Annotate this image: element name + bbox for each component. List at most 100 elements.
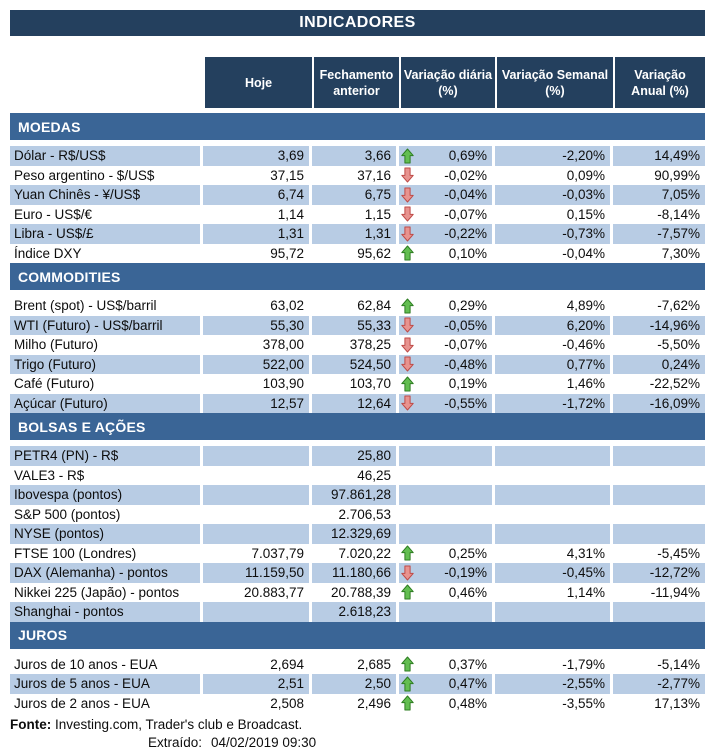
- section-header-juros: JUROS: [10, 621, 705, 649]
- cell-indicator-label: Euro - US$/€: [10, 204, 203, 224]
- up-arrow-icon: [401, 245, 414, 261]
- cell-variacao-semanal: [495, 485, 613, 505]
- section-header-commodities: COMMODITIES: [10, 263, 705, 290]
- cell-variacao-semanal: -0,73%: [495, 224, 613, 244]
- table-row: Ibovespa (pontos) 97.861,28: [10, 485, 705, 505]
- up-arrow-icon: [401, 148, 414, 164]
- cell-variacao-semanal: 4,31%: [495, 543, 613, 563]
- cell-indicator-label: Brent (spot) - US$/barril: [10, 296, 203, 316]
- table-row: Shanghai - pontos 2.618,23: [10, 602, 705, 622]
- section-moedas: MOEDAS Dólar - R$/US$ 3,69 3,66 0,69% -2,20% 1…: [10, 113, 705, 263]
- cell-variacao-diaria: -0,22%: [399, 224, 495, 244]
- cell-variacao-semanal: -1,79%: [495, 654, 613, 674]
- table-row: Euro - US$/€ 1,14 1,15 -0,07% 0,15% -8,14%: [10, 204, 705, 224]
- cell-indicator-label: Yuan Chinês - ¥/US$: [10, 185, 203, 205]
- cell-hoje: 2,694: [203, 654, 312, 674]
- cell-variacao-semanal: [495, 524, 613, 544]
- cell-fechamento-anterior: 25,80: [312, 446, 399, 466]
- variacao-diaria-value: -0,55%: [444, 395, 487, 411]
- cell-variacao-anual: -14,96%: [613, 315, 705, 335]
- cell-variacao-diaria: -0,48%: [399, 354, 495, 374]
- cell-indicator-label: PETR4 (PN) - R$: [10, 446, 203, 466]
- cell-variacao-anual: -5,45%: [657, 545, 700, 561]
- cell-variacao-anual: [613, 602, 705, 622]
- up-arrow-icon: [401, 584, 414, 600]
- cell-variacao-semanal: -3,55%: [495, 693, 613, 713]
- down-arrow-icon: [401, 337, 414, 353]
- column-header-label: Fechamento: [319, 67, 394, 82]
- column-header-label: Hoje: [244, 75, 273, 90]
- cell-indicator-label: VALE3 - R$: [10, 465, 203, 485]
- column-header-label: (%): [438, 83, 458, 98]
- cell-hoje: 7.037,79: [203, 543, 312, 563]
- cell-hoje: [203, 524, 312, 544]
- cell-indicator-label: Dólar - R$/US$: [10, 146, 203, 166]
- table-row: WTI (Futuro) - US$/barril 55,30 55,33 -0,05…: [10, 315, 705, 335]
- variacao-diaria-value: -0,02%: [444, 167, 487, 183]
- extraction-label: Extraído:: [148, 735, 203, 750]
- cell-fechamento-anterior: 6,75: [312, 185, 399, 205]
- cell-variacao-anual: -2,77%: [613, 674, 705, 694]
- down-arrow-icon: [401, 356, 414, 372]
- cell-fechamento-anterior: 55,33: [312, 315, 399, 335]
- cell-variacao-diaria: [399, 485, 495, 505]
- table-row: Juros de 10 anos - EUA 2,694 2,685 0,37% -1,…: [10, 654, 705, 674]
- cell-fechamento-anterior: 1,15: [312, 204, 399, 224]
- variacao-diaria-value: 0,47%: [448, 676, 487, 692]
- column-header-label: Variação: [634, 67, 686, 82]
- cell-variacao-semanal: -0,04%: [495, 243, 613, 263]
- cell-variacao-diaria: [399, 504, 495, 524]
- report-title-bar: INDICADORES: [10, 10, 705, 36]
- cell-variacao-semanal: [495, 465, 613, 485]
- variacao-diaria-value: -0,48%: [444, 356, 487, 372]
- cell-variacao-anual: [613, 466, 705, 486]
- cell-hoje: 522,00: [203, 354, 312, 374]
- cell-variacao-diaria: -0,04%: [399, 185, 495, 205]
- cell-indicator-label: Milho (Futuro): [10, 335, 203, 355]
- section-bolsas-e-acoes: BOLSAS E AÇÕES PETR4 (PN) - R$ 25,80 VALE3 …: [10, 413, 705, 622]
- page-title: INDICADORES: [299, 14, 416, 31]
- table-row: DAX (Alemanha) - pontos 11.159,50 11.180,6…: [10, 563, 705, 583]
- section-title: JUROS: [18, 627, 68, 643]
- cell-fechamento-anterior: 2,496: [312, 693, 399, 713]
- cell-fechamento-anterior: 11.180,66: [312, 563, 399, 583]
- cell-indicator-label: Juros de 2 anos - EUA: [10, 693, 203, 713]
- cell-indicator-label: Libra - US$/£: [10, 224, 203, 244]
- cell-hoje: 55,30: [203, 315, 312, 335]
- cell-variacao-semanal: 0,09%: [495, 165, 613, 185]
- cell-variacao-diaria: -0,05%: [399, 315, 495, 335]
- table-row: Libra - US$/£ 1,31 1,31 -0,22% -0,73% -7,57%: [10, 224, 705, 244]
- cell-indicator-label: S&P 500 (pontos): [10, 504, 203, 524]
- cell-indicator-label: Açúcar (Futuro): [10, 393, 203, 413]
- cell-indicator-label: Juros de 5 anos - EUA: [10, 674, 203, 694]
- cell-variacao-diaria: 0,19%: [399, 374, 495, 394]
- cell-variacao-anual: -5,50%: [657, 337, 700, 353]
- cell-hoje: 37,15: [203, 165, 312, 185]
- cell-fechamento-anterior: 46,25: [312, 465, 399, 485]
- cell-variacao-semanal: [495, 446, 613, 466]
- cell-fechamento-anterior: 62,84: [312, 296, 399, 316]
- cell-fechamento-anterior: 378,25: [312, 335, 399, 355]
- variacao-diaria-value: -0,22%: [444, 226, 487, 242]
- cell-variacao-anual: -7,57%: [613, 224, 705, 244]
- cell-variacao-anual: -12,72%: [613, 563, 705, 583]
- cell-variacao-semanal: 0,77%: [495, 354, 613, 374]
- cell-variacao-semanal: -0,46%: [495, 335, 613, 355]
- cell-variacao-semanal: -1,72%: [495, 393, 613, 413]
- cell-fechamento-anterior: 2,50: [312, 674, 399, 694]
- up-arrow-icon: [401, 376, 414, 392]
- cell-variacao-semanal: -0,03%: [495, 185, 613, 205]
- column-header-spacer: [10, 57, 203, 108]
- cell-fechamento-anterior: 2.618,23: [312, 602, 399, 622]
- cell-variacao-semanal: -2,20%: [495, 146, 613, 166]
- cell-indicator-label: WTI (Futuro) - US$/barril: [10, 315, 203, 335]
- cell-variacao-diaria: -0,07%: [399, 204, 495, 224]
- column-header-label: Anual (%): [631, 83, 689, 98]
- cell-variacao-diaria: 0,46%: [399, 582, 495, 602]
- table-row: Nikkei 225 (Japão) - pontos 20.883,77 20.7…: [10, 582, 705, 602]
- column-header-label: anterior: [333, 83, 380, 98]
- cell-variacao-anual: [613, 485, 705, 505]
- down-arrow-icon: [401, 565, 414, 581]
- cell-variacao-semanal: 1,46%: [495, 374, 613, 394]
- source-text: Investing.com, Trader's club e Broadcast…: [51, 717, 303, 732]
